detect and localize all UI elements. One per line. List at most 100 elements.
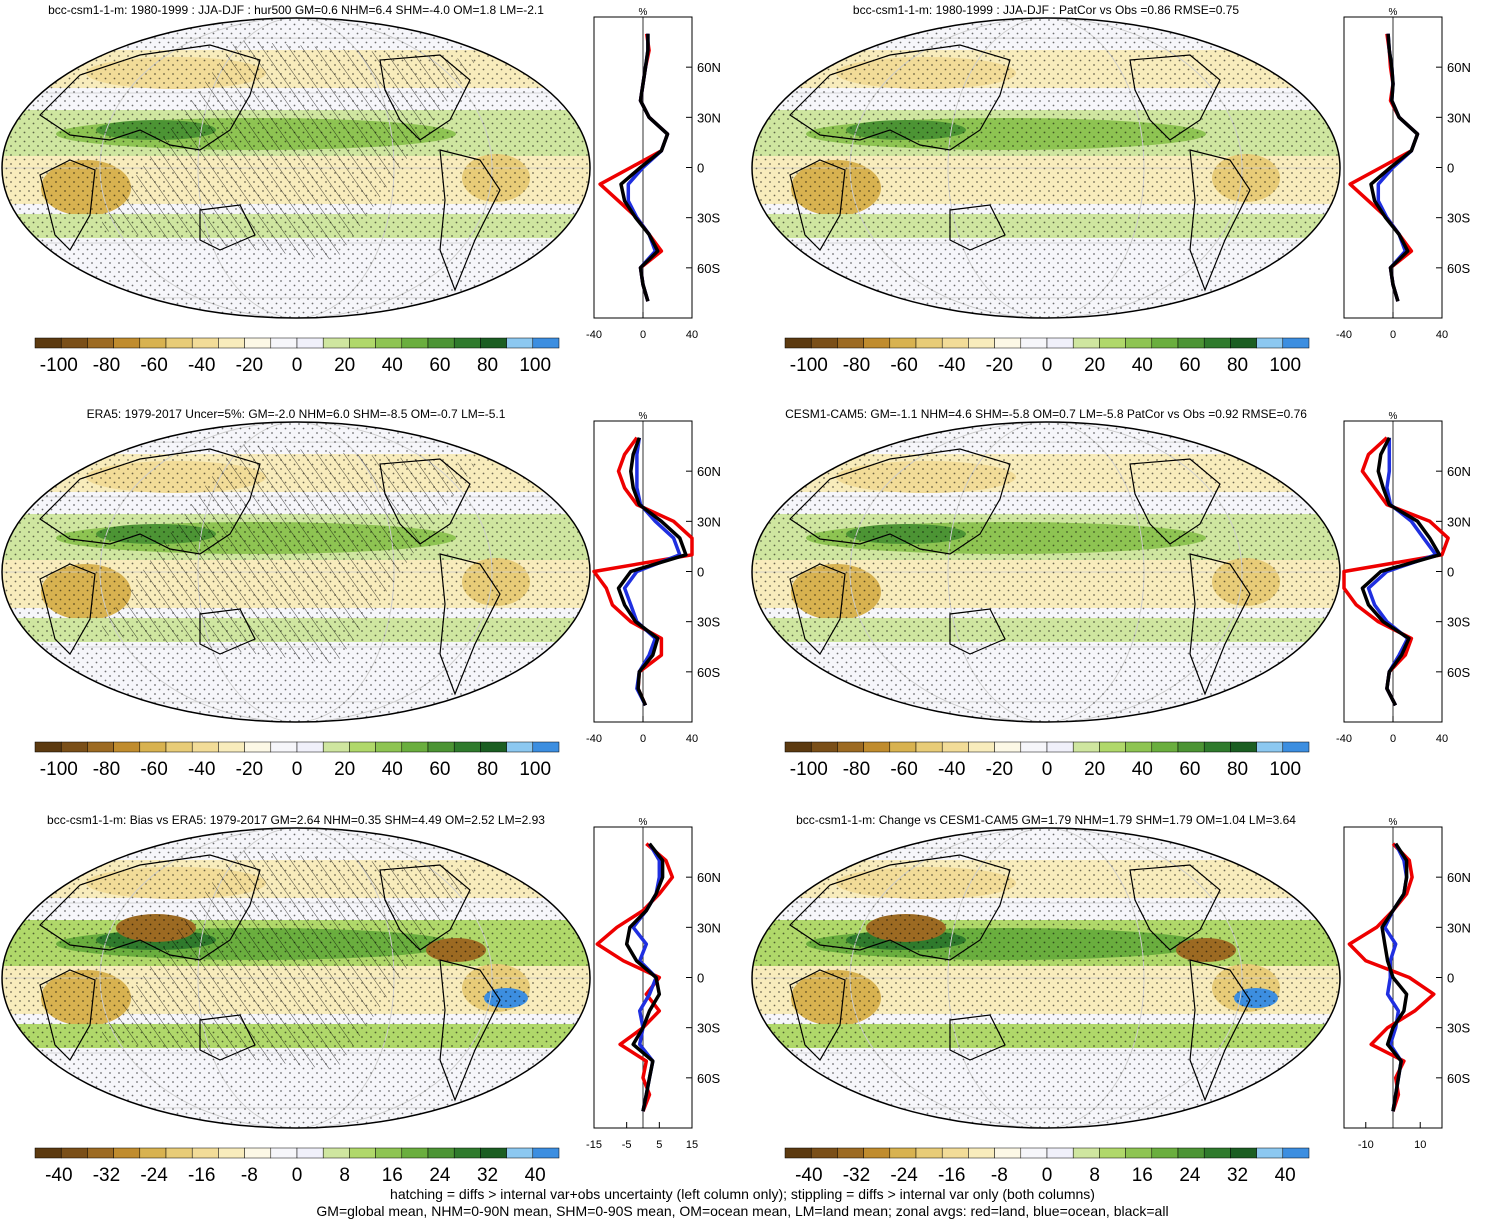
zonal-ytick-label: 0: [697, 565, 704, 580]
colorbar-swatch: [480, 1147, 507, 1159]
zonal-line-all: [1369, 33, 1420, 302]
colorbar-label: 16: [1132, 1165, 1153, 1186]
zonal-line-land: [1342, 436, 1450, 707]
colorbar-label: -100: [790, 355, 828, 376]
zonal-ytick-label: 30N: [697, 514, 721, 529]
colorbar-swatch: [968, 1147, 995, 1159]
coastline: [379, 54, 471, 141]
colorbar-swatch: [401, 741, 429, 753]
colorbar-swatch: [994, 337, 1022, 349]
colorbar-label: 8: [339, 1165, 350, 1186]
colorbar-swatch: [784, 337, 812, 349]
colorbar-swatch: [1177, 741, 1205, 753]
zonal-line-land: [592, 436, 694, 707]
zonal-ytick-label: 60S: [697, 261, 720, 276]
zonal-xtick-label: 0: [640, 733, 646, 745]
coastline: [439, 149, 501, 292]
zonal-ytick-label: 60N: [1447, 464, 1471, 479]
zonal-line-all: [1380, 842, 1409, 1112]
hatching: [96, 444, 476, 664]
coastline: [949, 1014, 1006, 1061]
colorbar-swatch: [915, 741, 943, 753]
colorbar-swatch: [34, 1147, 62, 1159]
colorbar-swatch: [480, 741, 507, 753]
panel-3: ERA5: 1979-2017 Uncer=5%: GM=-2.0 NHM=6.…: [1, 407, 721, 780]
colorbar-label: 100: [519, 355, 551, 376]
zonal-line-all: [619, 33, 670, 302]
colorbar-swatch: [244, 741, 272, 753]
colorbar-label: 32: [477, 1165, 498, 1186]
colorbar-swatch: [296, 337, 324, 349]
colorbar-label: 60: [1179, 759, 1200, 780]
colorbar-label: 40: [1275, 1165, 1296, 1186]
colorbar-label: -40: [45, 1165, 72, 1186]
zonal-ytick-label: 30S: [697, 615, 720, 630]
colorbar-label: 0: [292, 1165, 303, 1186]
colorbar-label: 60: [429, 759, 450, 780]
colorbar-swatch: [349, 1147, 376, 1159]
colorbar-label: -60: [140, 759, 167, 780]
colorbar-swatch: [191, 1147, 219, 1159]
colorbar-swatch: [1046, 1147, 1074, 1159]
zonal-line-all: [1360, 436, 1442, 707]
zonal-ytick-label: 60S: [697, 1071, 720, 1086]
colorbar-swatch: [244, 1147, 272, 1159]
colorbar-swatch: [1151, 1147, 1179, 1159]
zonal-xtick-label: 15: [686, 1139, 698, 1151]
zonal-xtick-label: 0: [640, 329, 646, 341]
zonal-ytick-label: 0: [1447, 971, 1454, 986]
colorbar-swatch: [1020, 1147, 1048, 1159]
zonal-xtick-label: -10: [1358, 1139, 1374, 1151]
colorbar-swatch: [915, 337, 943, 349]
colorbar-swatch: [375, 1147, 403, 1159]
hatching: [96, 850, 476, 1070]
colorbar-swatch: [1203, 741, 1231, 753]
colorbar-swatch: [1256, 337, 1284, 349]
colorbar-swatch: [60, 337, 88, 349]
panel-title: bcc-csm1-1-m: Bias vs ERA5: 1979-2017 GM…: [47, 813, 545, 827]
colorbar-swatch: [480, 337, 507, 349]
colorbar-swatch: [1072, 1147, 1100, 1159]
colorbar-swatch: [1099, 337, 1126, 349]
panel-1: bcc-csm1-1-m: 1980-1999 : JJA-DJF : hur5…: [1, 3, 721, 376]
colorbar-label: -100: [40, 759, 78, 780]
coastline: [39, 448, 261, 555]
colorbar-label: -20: [986, 759, 1013, 780]
zonal-ytick-label: 30N: [1447, 514, 1471, 529]
colorbar-swatch: [837, 741, 864, 753]
zonal-ytick-label: 60N: [1447, 870, 1471, 885]
colorbar-label: -60: [890, 355, 917, 376]
colorbar-swatch: [1203, 1147, 1231, 1159]
colorbar-label: 24: [1179, 1165, 1201, 1186]
colorbar-swatch: [532, 337, 560, 349]
coastline: [789, 448, 1011, 555]
coastline: [199, 608, 256, 655]
colorbar-swatch: [322, 741, 350, 753]
coastline: [1129, 864, 1221, 951]
zonal-xtick-label: 40: [686, 733, 698, 745]
coastline: [199, 204, 256, 251]
colorbar-label: -32: [843, 1165, 870, 1186]
zonal-xtick-label: 40: [1436, 733, 1448, 745]
zonal-ytick-label: 60S: [1447, 1071, 1470, 1086]
footnote-line-2: GM=global mean, NHM=0-90N mean, SHM=0-90…: [316, 1203, 1169, 1219]
colorbar-swatch: [1125, 1147, 1153, 1159]
colorbar-label: 60: [1179, 355, 1200, 376]
colorbar-swatch: [1125, 337, 1153, 349]
colorbar-swatch: [218, 1147, 245, 1159]
coastline: [39, 44, 261, 151]
colorbar-swatch: [296, 741, 324, 753]
colorbar-swatch: [1072, 741, 1100, 753]
colorbar-swatch: [427, 1147, 455, 1159]
colorbar-swatch: [1203, 337, 1231, 349]
colorbar-swatch: [375, 741, 403, 753]
colorbar-swatch: [1046, 337, 1074, 349]
zonal-xtick-label: -40: [1336, 329, 1352, 341]
colorbar-label: 100: [1269, 355, 1301, 376]
colorbar-label: 40: [382, 759, 403, 780]
colorbar-swatch: [1046, 741, 1074, 753]
colorbar-swatch: [191, 741, 219, 753]
zonal-ytick-label: 30S: [1447, 1021, 1470, 1036]
colorbar-swatch: [401, 1147, 429, 1159]
zonal-ytick-label: 60S: [1447, 261, 1470, 276]
